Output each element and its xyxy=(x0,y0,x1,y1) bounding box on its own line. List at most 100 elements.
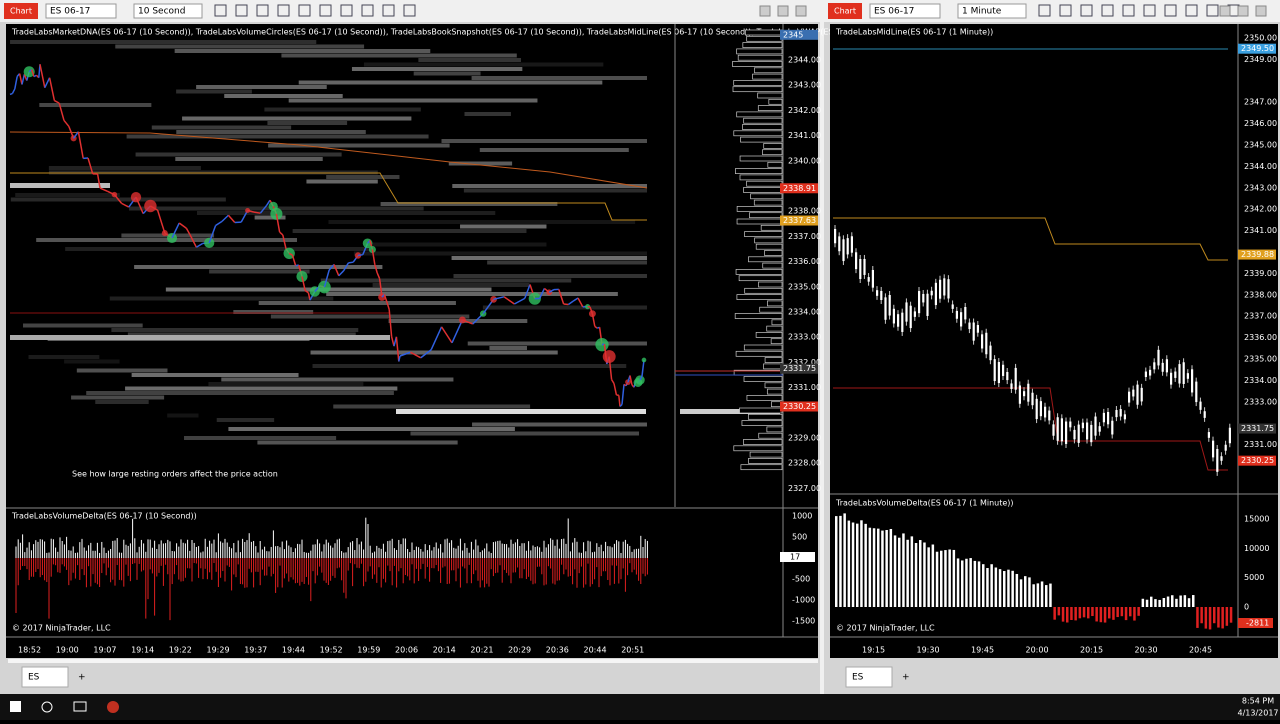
candle-body xyxy=(914,311,916,316)
heatmap-cell xyxy=(418,58,521,62)
price-tick-label: 2342.00 xyxy=(1244,205,1277,214)
volume-bar xyxy=(843,513,846,607)
price-tick-label: 2329.00 xyxy=(788,434,821,443)
time-label: 20:29 xyxy=(508,646,531,655)
candle-body xyxy=(1078,425,1080,443)
book-level xyxy=(759,433,782,438)
candle-body xyxy=(985,333,987,354)
candle-body xyxy=(901,313,903,332)
book-level xyxy=(744,345,782,350)
candle-body xyxy=(1069,422,1071,428)
heatmap-cell xyxy=(64,360,119,364)
heatmap-cell xyxy=(132,373,299,377)
book-level xyxy=(734,131,782,136)
volume-bar xyxy=(1007,570,1010,607)
candle-body xyxy=(1191,369,1193,392)
price-segment xyxy=(358,255,363,256)
candle-body xyxy=(842,239,844,261)
window-button[interactable] xyxy=(1220,6,1230,16)
book-level xyxy=(744,118,782,123)
price-flag-label: 2339.88 xyxy=(1241,250,1274,259)
volume-bar xyxy=(978,561,981,607)
book-level xyxy=(733,87,782,92)
time-label: 19:52 xyxy=(320,646,343,655)
candle-body xyxy=(1002,365,1004,376)
volume-bar xyxy=(852,522,855,607)
ninjatrader-app[interactable] xyxy=(107,701,119,713)
book-level xyxy=(745,232,782,237)
heatmap-cell xyxy=(489,346,527,350)
candle-body xyxy=(1128,392,1130,403)
book-level xyxy=(772,320,782,325)
copyright: © 2017 NinjaTrader, LLC xyxy=(836,624,935,633)
volume-bar xyxy=(885,530,888,607)
book-level xyxy=(764,251,782,256)
volume-bar xyxy=(1133,607,1136,621)
window-button[interactable] xyxy=(1238,6,1248,16)
volume-bar xyxy=(1095,607,1098,621)
book-level xyxy=(745,30,782,35)
volume-tick-label: 1000 xyxy=(792,512,812,521)
candle-body xyxy=(973,323,975,341)
candle-body xyxy=(998,362,1000,383)
volume-bar xyxy=(1091,607,1094,616)
volume-bar xyxy=(1079,607,1082,618)
volume-bar xyxy=(1045,585,1048,607)
window-button[interactable] xyxy=(1256,6,1266,16)
time-label: 19:15 xyxy=(862,646,885,655)
heatmap-cell xyxy=(460,225,546,229)
heatmap-cell xyxy=(326,175,399,179)
book-level xyxy=(767,427,782,432)
heatmap-cell xyxy=(373,283,530,287)
volume-tick-label: 5000 xyxy=(1244,573,1264,582)
book-level xyxy=(765,383,782,388)
price-tick-label: 2339.00 xyxy=(1244,269,1277,278)
book-level xyxy=(748,257,782,262)
clock-time: 8:54 PM xyxy=(1242,697,1274,706)
book-level xyxy=(754,68,782,73)
candle-body xyxy=(952,304,954,308)
heatmap-cell xyxy=(136,153,342,157)
heatmap-cell xyxy=(182,117,411,121)
volume-bar xyxy=(940,551,943,607)
chart-area xyxy=(830,24,1278,658)
book-level xyxy=(737,295,782,300)
book-level xyxy=(747,36,782,41)
candle-body xyxy=(1115,410,1117,417)
volume-tick-label: 10000 xyxy=(1244,544,1269,553)
book-level xyxy=(743,440,782,445)
book-level xyxy=(767,389,782,394)
book-level xyxy=(755,238,782,243)
heatmap-cell xyxy=(472,423,647,427)
volume-bar xyxy=(1058,607,1061,615)
book-level xyxy=(760,307,782,312)
candle-body xyxy=(964,307,966,319)
volume-bar xyxy=(848,521,851,607)
price-flag-label: 2345 xyxy=(783,30,803,39)
book-level xyxy=(736,269,782,274)
window-button[interactable] xyxy=(760,6,770,16)
heatmap-cell xyxy=(217,418,274,422)
heatmap-cell xyxy=(49,166,201,170)
heatmap-cell xyxy=(65,247,371,251)
candle-body xyxy=(1019,385,1021,403)
tab-label: ES xyxy=(28,673,40,683)
heatmap-cell xyxy=(326,292,618,296)
volume-flag-label: -2811 xyxy=(1246,619,1269,628)
candle-body xyxy=(1145,372,1147,377)
volume-bar xyxy=(986,568,989,607)
chart-button-label: Chart xyxy=(10,7,32,16)
window-button[interactable] xyxy=(778,6,788,16)
price-flag-label: 2330.25 xyxy=(783,402,816,411)
volume-bar xyxy=(1062,607,1065,622)
window-button[interactable] xyxy=(796,6,806,16)
book-level xyxy=(737,206,782,211)
start-button[interactable] xyxy=(10,701,21,712)
price-segment xyxy=(348,262,353,263)
book-level xyxy=(744,377,782,382)
resting-order xyxy=(396,409,646,414)
price-segment xyxy=(10,94,12,95)
heatmap-cell xyxy=(23,324,143,328)
time-label: 20:06 xyxy=(395,646,418,655)
price-tick-label: 2344.00 xyxy=(1244,162,1277,171)
